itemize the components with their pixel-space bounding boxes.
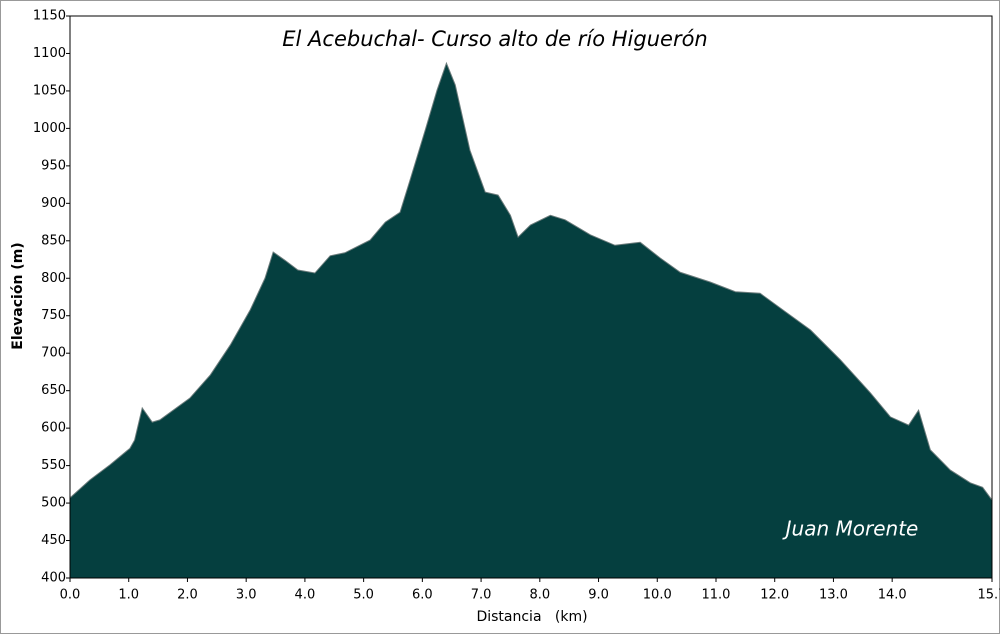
x-tick-label: 15.7 — [978, 588, 1000, 603]
elevation-area — [69, 61, 993, 579]
x-tick-label: 2.0 — [177, 588, 198, 603]
y-tick-label: 800 — [41, 271, 66, 286]
y-tick-label: 900 — [41, 196, 66, 211]
y-tick-label: 500 — [41, 496, 66, 511]
x-tick-label: 10.0 — [643, 588, 672, 603]
y-axis-label: Elevación (m) — [10, 242, 26, 349]
x-tick-label: 5.0 — [353, 588, 374, 603]
chart-title: El Acebuchal- Curso alto de río Higuerón — [282, 27, 708, 51]
x-tick-label: 4.0 — [295, 588, 316, 603]
y-tick-label: 850 — [41, 233, 66, 248]
y-tick-label: 600 — [41, 421, 66, 436]
y-tick-label: 1050 — [33, 83, 66, 98]
x-tick-label: 14.0 — [878, 588, 907, 603]
x-tick-label: 7.0 — [471, 588, 492, 603]
y-tick-label: 750 — [41, 308, 66, 323]
x-tick-label: 13.0 — [819, 588, 848, 603]
y-tick-label: 700 — [41, 346, 66, 361]
x-tick-label: 1.0 — [118, 588, 139, 603]
x-tick-label: 9.0 — [588, 588, 609, 603]
y-tick-label: 650 — [41, 383, 66, 398]
y-tick-label: 950 — [41, 158, 66, 173]
y-tick-label: 1000 — [33, 121, 66, 136]
y-tick-label: 1150 — [33, 9, 66, 24]
x-tick-label: 3.0 — [236, 588, 257, 603]
annotation: Juan Morente — [782, 517, 919, 541]
x-tick-label: 6.0 — [412, 588, 433, 603]
x-tick-label: 12.0 — [760, 588, 789, 603]
x-tick-label: 0.0 — [60, 588, 81, 603]
x-tick-label: 8.0 — [529, 588, 550, 603]
plot-area — [69, 15, 993, 579]
y-tick-label: 450 — [41, 533, 66, 548]
x-tick-label: 11.0 — [702, 588, 731, 603]
y-tick-label: 1100 — [33, 46, 66, 61]
y-tick-label: 550 — [41, 458, 66, 473]
plot-frame — [69, 15, 993, 579]
x-axis-label: Distancia (km) — [476, 609, 587, 625]
y-tick-label: 400 — [41, 571, 66, 586]
